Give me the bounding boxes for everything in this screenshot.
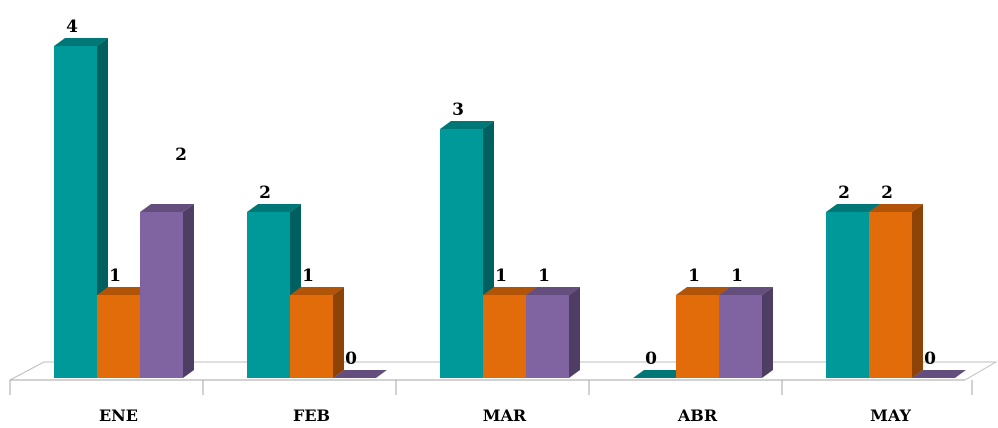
bar — [333, 370, 387, 378]
bar-front — [97, 295, 140, 378]
data-label: 4 — [66, 17, 78, 37]
category-label: ENE — [99, 406, 138, 425]
data-label: 2 — [838, 183, 850, 203]
bar-side — [333, 287, 344, 378]
data-label: 1 — [538, 266, 550, 286]
bar-front — [483, 295, 526, 378]
bar-front — [676, 295, 719, 378]
data-label: 1 — [731, 266, 743, 286]
category-label: MAY — [870, 406, 911, 425]
bar-top — [97, 287, 151, 295]
bar — [912, 370, 966, 378]
data-label: 2 — [259, 183, 271, 203]
bar-front — [247, 212, 290, 378]
data-label: 0 — [924, 349, 936, 369]
data-label: 2 — [175, 145, 187, 165]
category-label: FEB — [293, 406, 330, 425]
bar-top — [140, 204, 194, 212]
bar-side — [183, 204, 194, 378]
bar-front — [54, 46, 97, 378]
bar-top — [526, 287, 580, 295]
bar-front — [826, 212, 869, 378]
data-label: 1 — [302, 266, 314, 286]
bars — [54, 38, 966, 378]
category-label: MAR — [483, 406, 527, 425]
bar-side — [762, 287, 773, 378]
bar-top — [633, 370, 687, 378]
bar-top — [54, 38, 108, 46]
bar — [140, 204, 194, 378]
data-label: 0 — [345, 349, 357, 369]
bar-top — [719, 287, 773, 295]
bar-top — [826, 204, 880, 212]
bar-side — [569, 287, 580, 378]
data-label: 0 — [645, 349, 657, 369]
bar-top — [912, 370, 966, 378]
x-axis-ticks — [9, 380, 973, 395]
bar-front — [526, 295, 569, 378]
bar-top — [247, 204, 301, 212]
data-label: 1 — [109, 266, 121, 286]
bar — [869, 204, 923, 378]
data-label: 2 — [881, 183, 893, 203]
bar-side — [912, 204, 923, 378]
bar-top — [290, 287, 344, 295]
bar-top — [676, 287, 730, 295]
bar — [719, 287, 773, 378]
bar — [633, 370, 687, 378]
bar-front — [290, 295, 333, 378]
bar-top — [333, 370, 387, 378]
data-labels: 4 1 2 2 1 0 3 1 1 0 1 1 2 2 0 — [66, 17, 936, 369]
bar-front — [440, 129, 483, 378]
category-label: ABR — [677, 406, 718, 425]
data-label: 3 — [452, 100, 464, 120]
bar — [247, 204, 301, 378]
data-label: 1 — [495, 266, 507, 286]
bar — [290, 287, 344, 378]
bar-front — [140, 212, 183, 378]
bar-front — [719, 295, 762, 378]
category-labels: ENE FEB MAR ABR MAY — [99, 406, 911, 425]
bar-front — [869, 212, 912, 378]
bar-top — [869, 204, 923, 212]
bar-top — [440, 121, 494, 129]
data-label: 1 — [688, 266, 700, 286]
bar — [526, 287, 580, 378]
bar-top — [483, 287, 537, 295]
